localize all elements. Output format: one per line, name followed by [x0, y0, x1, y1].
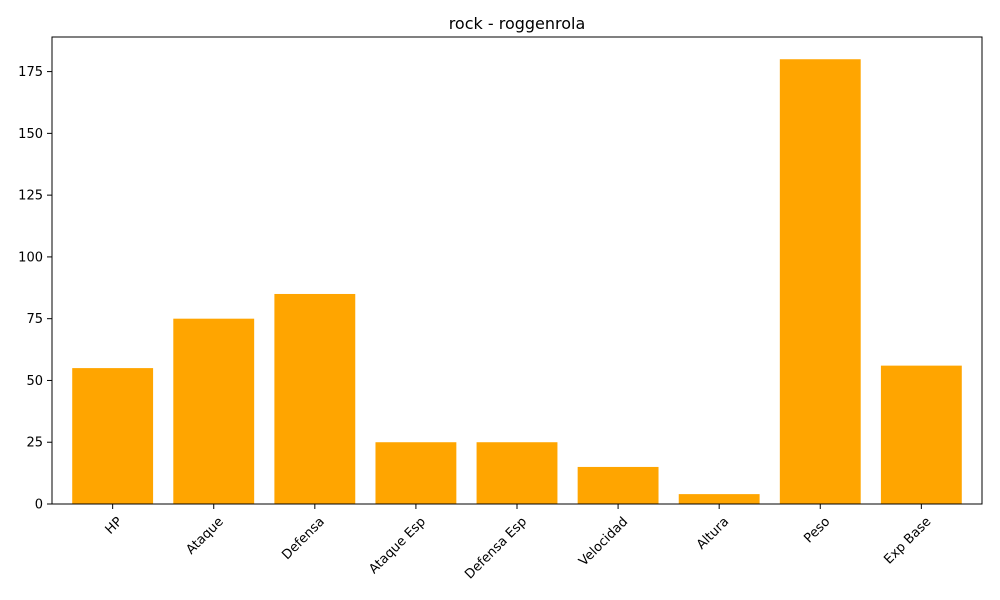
bar-altura: [678, 494, 760, 504]
x-tick-label: Altura: [694, 514, 732, 552]
x-tick-label: Ataque: [183, 514, 226, 557]
y-tick-label: 25: [26, 436, 43, 451]
bar-defensa-esp: [476, 442, 558, 504]
bar-defensa: [274, 293, 356, 504]
bar-exp-base: [880, 365, 962, 504]
bar-ataque-esp: [375, 442, 457, 504]
y-tick-label: 100: [18, 250, 43, 265]
x-tick-label: Velocidad: [576, 514, 631, 569]
x-tick-label: Defensa: [279, 514, 327, 562]
x-tick-label: Exp Base: [881, 514, 934, 567]
plot-frame: [51, 36, 983, 505]
x-tick-label: Peso: [801, 514, 833, 546]
bar-ataque: [173, 318, 255, 504]
y-tick-label: 125: [18, 189, 43, 204]
bars-group: [72, 59, 962, 505]
y-tick-label: 150: [18, 127, 43, 142]
bar-hp: [72, 368, 154, 504]
y-axis: 0 25 50 75 100 125 150 175: [18, 65, 52, 513]
y-tick-label: 50: [26, 374, 43, 389]
x-tick-label: Defensa Esp: [462, 514, 530, 582]
x-axis: HP Ataque Defensa Ataque Esp Defensa Esp Velo…: [103, 504, 934, 582]
chart-title: rock - roggenrola: [449, 14, 586, 33]
bar-peso: [779, 59, 861, 505]
x-tick-label: Ataque Esp: [366, 514, 429, 577]
y-tick-label: 175: [18, 65, 43, 80]
y-tick-label: 0: [35, 498, 43, 513]
bar-velocidad: [577, 466, 659, 504]
x-tick-label: HP: [103, 514, 126, 537]
y-tick-label: 75: [26, 312, 43, 327]
